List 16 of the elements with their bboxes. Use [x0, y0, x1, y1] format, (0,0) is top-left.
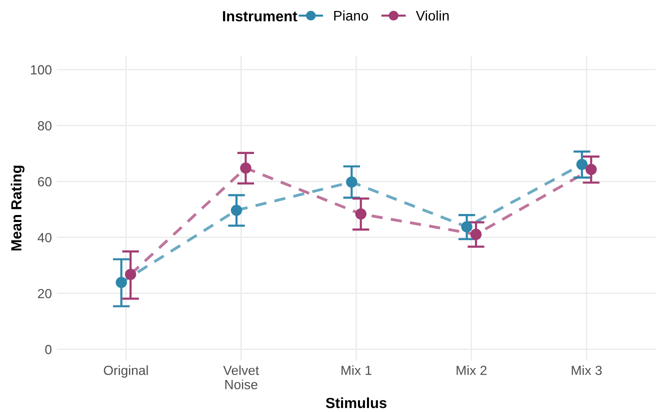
x-tick-label: Mix 1: [342, 365, 372, 375]
y-tick-label: 60: [38, 177, 52, 186]
legend-label: Violin: [416, 10, 449, 21]
x-axis-title: Stimulus: [326, 397, 386, 408]
x-tick-label: Original: [104, 365, 148, 378]
y-axis-title: Mean Rating: [10, 166, 24, 250]
y-tick-label: 0: [45, 344, 52, 354]
y-tick-label: 40: [38, 232, 52, 242]
y-tick-label: 100: [31, 65, 52, 75]
x-tick-label: Velvet Noise: [223, 365, 259, 390]
legend-label: Piano: [334, 10, 368, 21]
y-tick-label: 80: [38, 121, 52, 130]
legend-title: Instrument: [223, 11, 298, 22]
x-tick-label: Mix 2: [456, 365, 486, 375]
y-tick-label: 20: [38, 288, 52, 298]
x-tick-label: Mix 3: [572, 365, 602, 376]
